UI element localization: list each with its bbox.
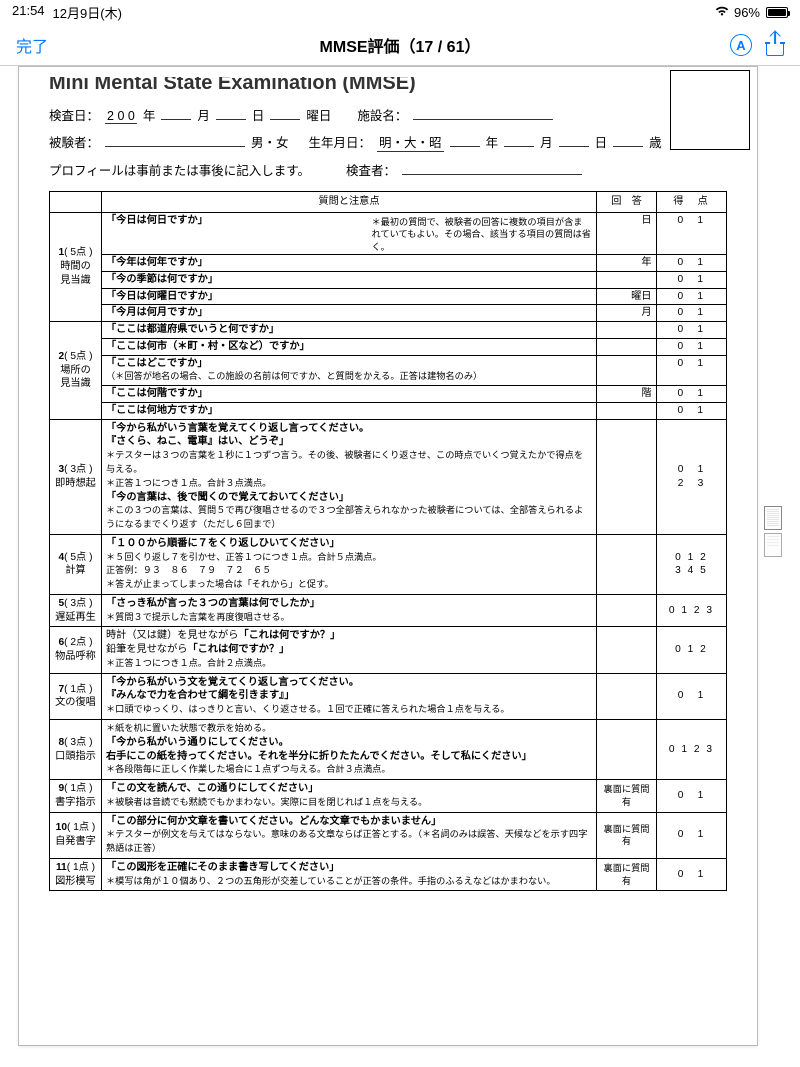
answer-cell: 曜日 [596,288,656,305]
score-cell: 0 1 [656,213,726,255]
score-cell: 0 1 2 3 [657,720,727,780]
question-text: ＊最初の質問で、被験者の回答に複数の項目が含まれていてもよい。その場合、該当する… [102,213,596,255]
item-num: 3( 3点 )即時想起 [50,419,102,534]
item-num: 9( 1点 )書字指示 [50,780,102,813]
document-page[interactable]: Mini Mental State Examination (MMSE) 検査日… [18,66,758,1046]
question-text: 「ここはどこですか」（＊回答が地名の場合、この施設の名前は何ですか、と質問をかえ… [102,355,596,386]
answer-cell [597,720,657,780]
item-num: 11( 1点 )図形模写 [50,858,102,891]
answer-cell [596,355,656,386]
item-num: 8( 3点 )口頭指示 [50,720,102,780]
question-text: 「今の季節は何ですか」 [102,271,596,288]
score-cell: 0 1 [656,255,726,272]
score-cell: 0 1 [656,402,726,418]
answer-cell [596,338,656,355]
page-thumb[interactable] [764,506,782,530]
answer-cell [597,419,657,534]
answer-cell: 裏面に質問有 [597,858,657,891]
col-answer: 回 答 [597,192,657,213]
item-num: 6( 2点 )物品呼称 [50,627,102,673]
item-num: 4( 5点 )計算 [50,534,102,594]
doc-title: Mini Mental State Examination (MMSE) [49,77,727,95]
item-num: 5( 3点 )遅延再生 [50,594,102,627]
answer-cell [597,594,657,627]
score-cell: 0 1 [656,288,726,305]
item-num: 1( 5点 )時間の見当識 [50,212,102,321]
score-cell: 0 1 [657,673,727,719]
markup-icon[interactable]: A [730,34,752,56]
nav-bar: 完了 MMSE評価（17 / 61） A [0,25,800,66]
score-cell: 0 1 [656,305,726,321]
question-text: 「今から私がいう言葉を覚えてくり返し言ってください。『さくら、ねこ、電車』はい、… [102,419,597,534]
question-text: 「今から私がいう文を覚えてくり返し言ってください。『みんなで力を合わせて綱を引き… [102,673,597,719]
wifi-icon [714,5,730,20]
mmse-table: 質問と注意点 回 答 得 点 1( 5点 )時間の見当識＊最初の質問で、被験者の… [49,191,727,891]
status-date: 12月9日(木) [53,3,122,22]
col-score: 得 点 [657,192,727,213]
question-text: 「１００から順番に７をくり返しひいてください」＊５回くり返し７を引かせ、正答１つ… [102,534,597,594]
answer-cell [597,534,657,594]
question-text: 「ここは何地方ですか」 [102,402,596,418]
done-button[interactable]: 完了 [16,33,48,57]
question-text: 「今日は何曜日ですか」 [102,288,596,305]
question-text: 「さっき私が言った３つの言葉は何でしたか」＊質問３で提示した言葉を再度復唱させる… [102,594,597,627]
col-question: 質問と注意点 [102,192,597,213]
question-text: 「この図形を正確にそのまま書き写してください」＊模写は角が１０個あり、２つの五角… [102,858,597,891]
answer-cell [596,271,656,288]
page-title: MMSE評価（17 / 61） [320,33,481,57]
page-thumb[interactable] [764,533,782,557]
answer-cell [596,402,656,418]
score-cell: 0 1 [657,780,727,813]
question-text: 「ここは何市（＊町・村・区など）ですか」 [102,338,596,355]
score-cell: 0 1 [656,386,726,403]
item-num: 7( 1点 )文の復唱 [50,673,102,719]
question-text: ＊紙を机に置いた状態で教示を始める。「今から私がいう通りにしてください。右手にこ… [102,720,597,780]
question-text: 「今年は何年ですか」 [102,255,596,272]
score-cell: 0 1 [657,812,727,858]
score-cell: 0 1 23 4 5 [657,534,727,594]
share-icon[interactable] [766,34,784,56]
score-cell: 0 1 [656,338,726,355]
question-text: 時計（又は鍵）を見せながら「これは何ですか？」鉛筆を見せながら「これは何ですか？… [102,627,597,673]
doc-header: 検査日： 2 0 0年 月 日 曜日 施設名： 被験者： 男・女 生年月日： 明… [49,105,727,179]
answer-cell: 裏面に質問有 [597,780,657,813]
answer-cell [597,627,657,673]
answer-cell: 階 [596,386,656,403]
answer-cell [596,322,656,338]
score-cell: 0 1 [656,271,726,288]
score-cell: 0 1 [657,858,727,891]
score-cell: 0 1 2 [657,627,727,673]
answer-cell [597,673,657,719]
status-time: 21:54 [12,3,45,22]
answer-cell: 年 [596,255,656,272]
answer-cell: 日 [596,213,656,255]
score-cell: 0 1 [656,355,726,386]
question-text: 「この文を読んで、この通りにしてください」＊被験者は音読でも黙読でもかまわない。… [102,780,597,813]
item-num: 2( 5点 )場所の見当識 [50,322,102,420]
question-text: 「この部分に何か文章を書いてください。どんな文章でもかまいません」＊テスターが例… [102,812,597,858]
battery-pct: 96% [734,5,760,20]
score-cell: 0 12 3 [657,419,727,534]
question-text: 「ここは何階ですか」 [102,386,596,403]
header-box [670,70,750,150]
battery-icon [766,7,788,18]
thumbnail-strip[interactable] [764,66,782,1046]
answer-cell: 月 [596,305,656,321]
score-cell: 0 1 [656,322,726,338]
score-cell: 0 1 2 3 [657,594,727,627]
question-text: 「ここは都道府県でいうと何ですか」 [102,322,596,338]
question-text: 「今月は何月ですか」 [102,305,596,321]
item-num: 10( 1点 )自発書字 [50,812,102,858]
status-bar: 21:54 12月9日(木) 96% [0,0,800,25]
answer-cell: 裏面に質問有 [597,812,657,858]
